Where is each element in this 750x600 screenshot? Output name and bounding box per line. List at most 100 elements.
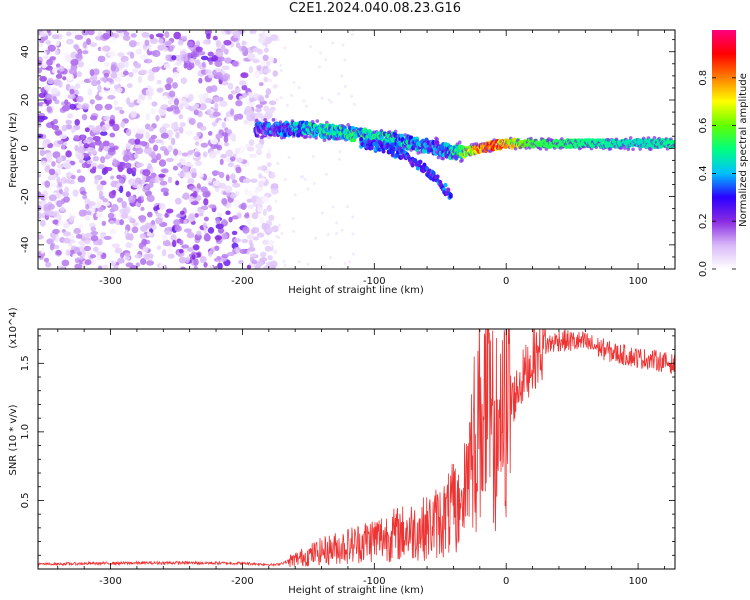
heatmap-cell [104,103,113,110]
heatmap-cell [214,245,220,251]
heatmap-cell [249,242,254,250]
heatmap-cell [66,113,74,119]
heatmap-cell [190,51,198,57]
heatmap-cell [246,217,252,225]
heatmap-cell [207,226,215,234]
heatmap-cell [262,208,267,217]
heatmap-cell [49,243,55,251]
heatmap-cell [74,119,81,126]
heatmap-cell [263,68,271,74]
heatmap-cell [40,160,47,166]
heatmap-cell [56,220,65,226]
heatmap-cell [175,61,182,66]
heatmap-cell [98,190,104,198]
heatmap-cell [57,140,64,145]
heatmap-cell [166,246,173,253]
heatmap-cell [96,183,104,192]
heatmap-cell [38,42,44,48]
heatmap-cell [250,178,258,183]
heatmap-cell [38,60,43,67]
heatmap-cell [90,230,99,236]
heatmap-cell [47,44,56,52]
heatmap-cell [280,231,284,235]
heatmap-cell [262,54,269,62]
heatmap-cell [348,260,352,264]
heatmap-cell [239,248,248,254]
heatmap-cell [120,121,126,128]
heatmap-cell [114,106,123,111]
heatmap-cell [59,206,65,212]
heatmap-cell [80,244,85,249]
heatmap-cell [95,212,104,218]
heatmap-cell [44,93,52,101]
snr-series-line [38,329,675,568]
heatmap-cell [100,180,107,186]
heatmap-cell [177,171,186,178]
heatmap-cell [237,212,242,219]
heatmap-cell [194,213,199,218]
heatmap-cell [136,99,145,104]
heatmap-cell [243,92,248,98]
heatmap-cell [205,69,212,75]
heatmap-cell [251,33,257,40]
heatmap-cell [89,254,97,259]
heatmap-cell [443,182,448,188]
heatmap-cell [172,82,178,89]
heatmap-cell [256,205,262,212]
heatmap-cell [251,196,257,204]
heatmap-cell [166,77,173,84]
y-tick-label: 40 [20,45,31,58]
heatmap-cell [167,176,173,184]
heatmap-cell [246,190,254,196]
heatmap-cell [285,104,289,108]
heatmap-cell [270,183,279,190]
heatmap-cell [619,146,623,150]
heatmap-cell [70,210,77,217]
heatmap-cell [259,251,267,258]
heatmap-cell [296,132,301,138]
heatmap-cell [175,180,180,186]
heatmap-cell [59,134,68,140]
x-tick-label: 100 [629,276,648,287]
heatmap-cell [110,260,116,267]
heatmap-cell [216,144,223,151]
heatmap-cell [235,166,242,174]
heatmap-cell [256,134,260,138]
heatmap-cell [239,80,247,86]
heatmap-cell [72,189,79,197]
heatmap-cell [413,158,418,163]
heatmap-cell [178,256,187,264]
heatmap-cell [167,99,173,105]
heatmap-cell [193,265,198,269]
heatmap-cell [241,84,248,91]
heatmap-cell [256,149,263,156]
heatmap-cell [203,262,208,268]
heatmap-cell [351,252,355,256]
heatmap-cell [153,206,159,212]
heatmap-cell [251,259,258,265]
heatmap-cell [122,154,130,162]
heatmap-cell [144,222,153,230]
heatmap-cell [264,30,272,37]
heatmap-cell [108,229,118,235]
heatmap-cell [240,72,249,79]
heatmap-cell [187,178,195,185]
y-tick-label: 0 [20,145,31,151]
heatmap-cell [91,127,99,133]
heatmap-cell [102,198,108,203]
heatmap-cell [82,41,88,49]
heatmap-cell [63,231,72,237]
heatmap-cell [314,236,318,240]
heatmap-cell [139,69,148,74]
heatmap-cell [113,145,119,151]
heatmap-cell [262,239,270,245]
heatmap-cell [104,61,110,67]
y-tick-label: 20 [20,94,31,107]
heatmap-cell [192,244,200,251]
heatmap-cell [126,167,133,175]
heatmap-cell [92,155,99,162]
heatmap-cell [203,216,209,222]
heatmap-cell [107,148,116,156]
heatmap-cell [39,149,45,157]
heatmap-cell [248,153,257,158]
